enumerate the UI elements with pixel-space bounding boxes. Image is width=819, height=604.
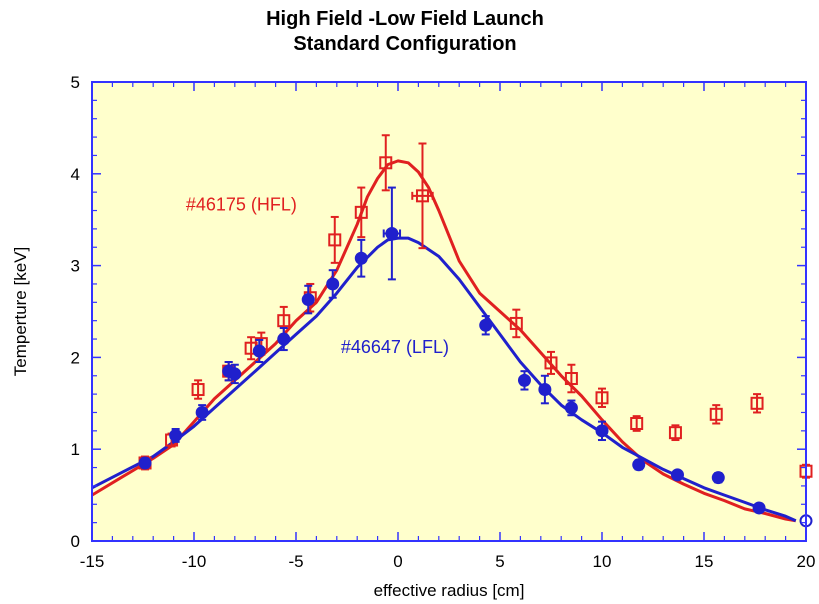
y-tick-label: 2 — [71, 348, 80, 367]
circle-marker — [632, 458, 646, 472]
square-marker — [630, 416, 644, 430]
chart-title: High Field -Low Field Launch — [266, 8, 544, 30]
square-marker — [328, 233, 342, 247]
lfl-data-point — [632, 458, 646, 472]
lfl-data-point — [277, 327, 291, 352]
square-marker — [544, 356, 558, 370]
y-tick-label: 1 — [71, 440, 80, 459]
circle-marker — [252, 344, 266, 358]
plot-area — [92, 82, 806, 541]
square-marker — [191, 383, 205, 397]
circle-marker — [169, 428, 183, 442]
axis-ticks — [91, 81, 807, 542]
lfl-data-point — [595, 420, 609, 442]
lfl-data-point — [138, 456, 152, 470]
x-tick-label: -5 — [288, 552, 303, 571]
x-tick-label: 0 — [393, 552, 402, 571]
circle-marker — [479, 318, 493, 332]
x-tick-label: -15 — [80, 552, 105, 571]
y-tick-label: 5 — [71, 73, 80, 92]
circle-marker — [138, 456, 152, 470]
square-marker — [595, 391, 609, 405]
lfl-data-point — [564, 399, 578, 417]
circle-marker — [538, 383, 552, 397]
lfl-data-point — [326, 269, 340, 299]
tick-labels: -15 -10 -5 0 5 10 15 20 0 1 2 3 4 5 — [71, 73, 816, 571]
x-tick-label: 5 — [495, 552, 504, 571]
plot-frame — [91, 81, 807, 542]
chart-subtitle: Standard Configuration — [293, 33, 516, 55]
annotation-lfl: #46647 (LFL) — [341, 337, 449, 357]
circle-marker — [752, 501, 766, 515]
lfl-data-point — [228, 363, 242, 385]
circle-marker — [385, 226, 399, 240]
hfl-data-point — [564, 363, 578, 394]
circle-marker — [301, 293, 315, 307]
lfl-data-point — [354, 238, 368, 278]
x-tick-label: 20 — [797, 552, 816, 571]
hfl-data-point — [630, 415, 644, 432]
hfl-data-point — [595, 387, 609, 408]
hfl-data-point — [750, 393, 764, 414]
lfl-data-point — [752, 501, 766, 515]
annotation-hfl: #46175 (HFL) — [186, 195, 297, 215]
circle-marker — [228, 367, 242, 381]
square-marker — [379, 156, 393, 170]
circle-marker — [277, 332, 291, 346]
hfl-data-point — [544, 350, 558, 375]
circle-marker — [711, 471, 725, 485]
lfl-data-point — [538, 374, 552, 405]
lfl-data-point — [195, 404, 209, 421]
square-marker — [750, 396, 764, 410]
x-axis-label: effective radius [cm] — [374, 581, 525, 600]
square-marker — [709, 407, 723, 421]
square-marker — [564, 372, 578, 386]
hfl-data-point — [379, 134, 393, 192]
data-points — [138, 134, 813, 528]
circle-marker — [195, 405, 209, 419]
fit-curve-1 — [91, 236, 797, 523]
lfl-data-point — [252, 338, 266, 363]
square-marker — [509, 316, 523, 330]
lfl-data-point — [382, 186, 402, 281]
hfl-data-point — [328, 215, 342, 264]
square-marker — [415, 189, 429, 203]
circle-marker — [326, 277, 340, 291]
circle-marker — [354, 251, 368, 265]
hfl-data-point — [709, 404, 723, 425]
x-tick-label: -10 — [182, 552, 207, 571]
lfl-data-point — [670, 468, 684, 482]
lfl-data-point — [169, 428, 183, 443]
lfl-data-point — [301, 284, 315, 315]
lfl-data-point — [517, 370, 531, 391]
lfl-data-point — [479, 315, 493, 336]
circle-marker — [670, 468, 684, 482]
y-axis-label: Temperture [keV] — [11, 247, 30, 376]
y-tick-label: 4 — [71, 165, 80, 184]
circle-marker — [517, 373, 531, 387]
hfl-data-point — [354, 186, 368, 239]
lfl-data-point — [711, 471, 725, 485]
circle-marker — [595, 424, 609, 438]
x-tick-label: 10 — [593, 552, 612, 571]
x-tick-label: 15 — [695, 552, 714, 571]
y-tick-label: 3 — [71, 257, 80, 276]
circle-marker — [564, 401, 578, 415]
square-marker — [277, 314, 291, 328]
hfl-data-point — [411, 142, 434, 250]
square-marker — [354, 205, 368, 219]
y-tick-label: 0 — [71, 532, 80, 551]
hfl-data-point — [668, 424, 682, 442]
hfl-data-point — [509, 308, 523, 339]
hfl-data-point — [191, 379, 205, 400]
square-marker — [668, 426, 682, 440]
